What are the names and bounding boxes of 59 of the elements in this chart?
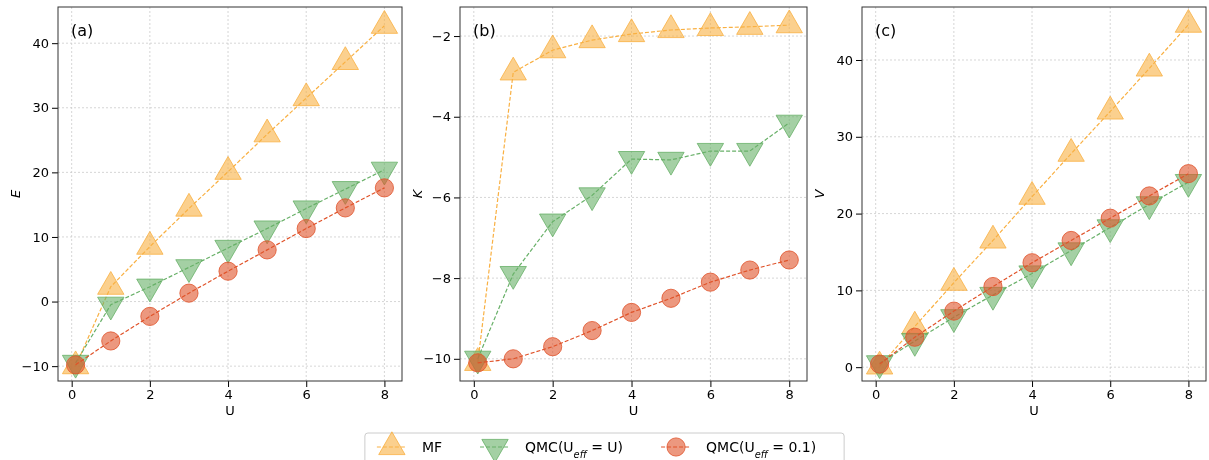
y-tick-label: 20	[32, 165, 49, 181]
annotation: (a)	[71, 21, 94, 40]
y-axis-title: K	[410, 188, 425, 199]
y-tick-label: 30	[836, 129, 853, 145]
x-tick-label: 2	[950, 387, 959, 403]
y-tick-label: 20	[836, 206, 853, 222]
legend-label: MF	[421, 439, 443, 455]
point	[700, 272, 720, 292]
x-tick-label: 0	[68, 387, 77, 403]
point	[499, 56, 527, 81]
point	[578, 24, 606, 49]
x-tick-label: 6	[706, 387, 716, 403]
y-tick-label: 0	[40, 294, 49, 310]
y-tick-label: −6	[431, 190, 451, 206]
y-tick-label: −8	[431, 270, 451, 286]
point	[621, 302, 642, 322]
y-tick-label: −10	[21, 358, 49, 374]
x-axis-title: U	[1029, 403, 1039, 418]
point	[661, 288, 681, 308]
x-tick-label: 0	[872, 387, 881, 403]
point	[775, 9, 803, 34]
x-axis-title: U	[225, 403, 235, 418]
point	[617, 18, 646, 43]
x-tick-label: 6	[1106, 387, 1115, 403]
y-tick-label: 30	[32, 100, 49, 116]
x-tick-label: 2	[146, 387, 155, 403]
point	[696, 12, 725, 37]
x-tick-label: 6	[302, 387, 311, 403]
x-tick-label: 4	[1028, 387, 1037, 403]
y-axis-title: E	[8, 189, 23, 199]
annotation: (c)	[875, 21, 897, 40]
x-tick-label: 4	[224, 387, 233, 403]
annotation: (b)	[473, 21, 496, 40]
legend-label: QMC(U$_{eff}$ = 0.1)	[706, 439, 817, 460]
x-tick-label: 2	[549, 387, 558, 403]
y-axis-title: V	[812, 188, 827, 199]
x-tick-label: 0	[470, 387, 479, 403]
point	[503, 349, 523, 369]
point	[657, 14, 685, 39]
x-tick-label: 8	[785, 387, 794, 403]
point	[582, 320, 602, 341]
y-tick-label: 10	[836, 283, 853, 299]
y-tick-label: 10	[32, 229, 49, 245]
point	[736, 11, 764, 35]
y-tick-label: 40	[32, 35, 49, 51]
y-tick-label: −10	[423, 351, 451, 367]
x-tick-label: 4	[627, 387, 637, 403]
y-tick-label: −2	[431, 28, 451, 44]
x-axis-title: U	[628, 403, 639, 418]
y-tick-label: −4	[431, 109, 451, 125]
point	[543, 337, 563, 357]
point	[539, 34, 567, 59]
point	[779, 250, 799, 270]
legend-label: QMC(U$_{eff}$ = U)	[525, 439, 624, 460]
y-tick-label: 0	[844, 359, 853, 375]
point	[740, 260, 760, 280]
x-tick-label: 8	[1184, 387, 1194, 403]
x-tick-label: 8	[380, 387, 390, 403]
y-tick-label: 40	[836, 52, 853, 68]
